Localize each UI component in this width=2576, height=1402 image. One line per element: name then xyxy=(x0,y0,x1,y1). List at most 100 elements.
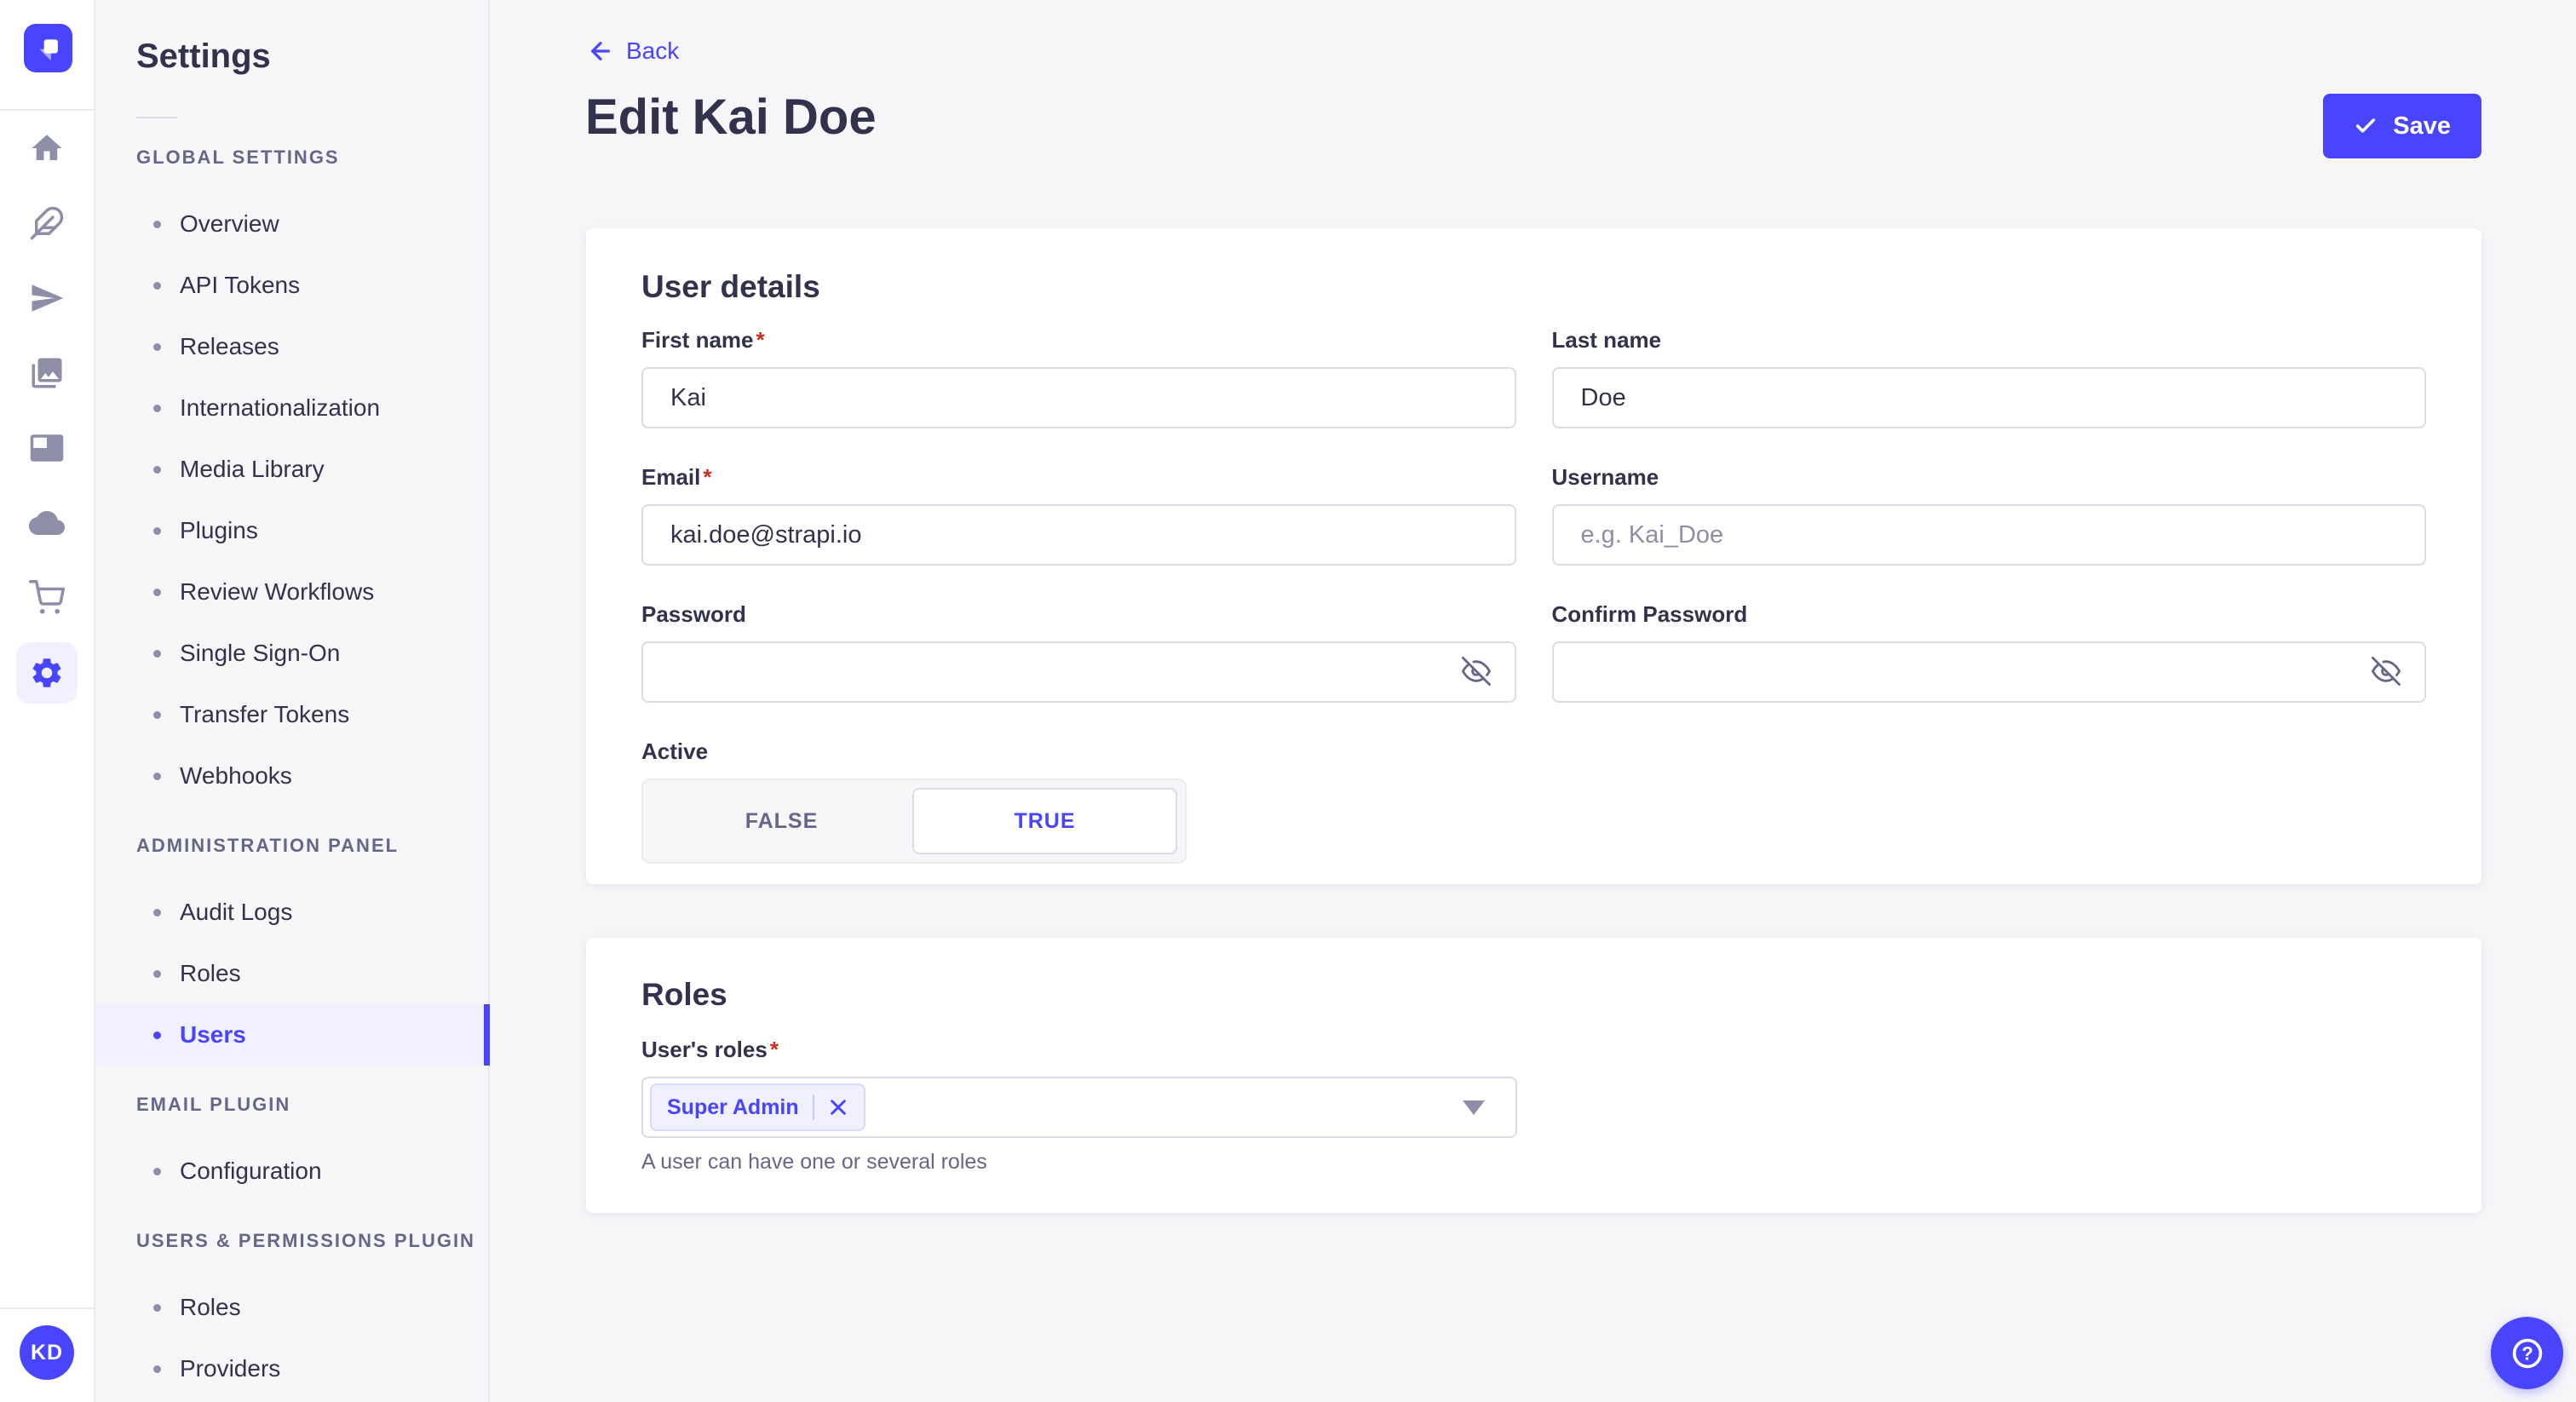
sidebar-item-audit-logs[interactable]: Audit Logs xyxy=(95,882,488,943)
rail-bottom-divider xyxy=(0,1307,94,1309)
marketplace-cart-icon[interactable] xyxy=(0,560,94,635)
toggle-password-visibility-button[interactable] xyxy=(1460,656,1492,688)
sidebar-item-label: Overview xyxy=(180,210,279,237)
sidebar-item-internationalization[interactable]: Internationalization xyxy=(95,377,488,439)
role-tag-super-admin: Super Admin xyxy=(650,1083,865,1131)
bullet-icon xyxy=(153,342,161,351)
sidebar-item-users[interactable]: Users xyxy=(95,1004,490,1066)
sidebar-item-label: Audit Logs xyxy=(180,899,293,925)
email-label: Email * xyxy=(641,464,1516,491)
bullet-icon xyxy=(153,1167,161,1175)
required-asterisk: * xyxy=(756,327,765,353)
sidebar-item-overview[interactable]: Overview xyxy=(95,193,488,255)
first-name-label-text: First name xyxy=(641,327,754,353)
home-icon[interactable] xyxy=(0,111,94,186)
active-toggle-true-option[interactable]: TRUE xyxy=(912,788,1177,854)
feather-icon[interactable] xyxy=(0,186,94,261)
sidebar-title-divider xyxy=(136,117,177,118)
settings-sidebar: Settings GLOBAL SETTINGS Overview API To… xyxy=(95,0,490,1402)
toggle-confirm-password-visibility-button[interactable] xyxy=(2370,656,2402,688)
active-toggle-false-option[interactable]: FALSE xyxy=(745,808,819,833)
save-label: Save xyxy=(2393,112,2451,140)
save-button[interactable]: Save xyxy=(2323,94,2481,158)
strapi-logo-icon xyxy=(38,38,58,60)
required-asterisk: * xyxy=(703,464,712,490)
bullet-icon xyxy=(153,1303,161,1312)
password-input[interactable] xyxy=(641,641,1516,703)
sidebar-item-label: Media Library xyxy=(180,456,325,482)
bullet-icon xyxy=(153,588,161,596)
settings-gear-icon[interactable] xyxy=(0,635,94,710)
close-icon xyxy=(830,1100,846,1115)
help-button[interactable]: ? xyxy=(2491,1317,2563,1389)
sidebar-item-webhooks[interactable]: Webhooks xyxy=(95,745,488,807)
remove-role-button[interactable] xyxy=(828,1097,848,1118)
active-field-group: Active FALSE TRUE xyxy=(641,738,1516,864)
first-name-field-group: First name * xyxy=(641,327,1516,428)
rail-icon-list xyxy=(0,111,94,710)
username-label: Username xyxy=(1551,464,1659,490)
strapi-logo[interactable] xyxy=(24,24,72,72)
sidebar-item-transfer-tokens[interactable]: Transfer Tokens xyxy=(95,684,488,745)
sidebar-item-media-library[interactable]: Media Library xyxy=(95,439,488,500)
roles-hint: A user can have one or several roles xyxy=(641,1150,987,1174)
first-name-input[interactable] xyxy=(641,367,1516,428)
sidebar-item-up-roles[interactable]: Roles xyxy=(95,1277,488,1338)
active-boolean-toggle: FALSE TRUE xyxy=(641,779,1187,864)
confirm-password-input[interactable] xyxy=(1551,641,2426,703)
first-name-label: First name * xyxy=(641,327,1516,353)
bullet-icon xyxy=(153,404,161,412)
sidebar-item-providers[interactable]: Providers xyxy=(95,1338,488,1399)
user-avatar[interactable]: KD xyxy=(20,1325,74,1380)
email-field-group: Email * xyxy=(641,464,1516,566)
bullet-icon xyxy=(153,1365,161,1373)
bullet-icon xyxy=(153,281,161,290)
sidebar-item-configuration[interactable]: Configuration xyxy=(95,1141,488,1202)
sidebar-item-label: Configuration xyxy=(180,1158,322,1184)
sidebar-item-label: Transfer Tokens xyxy=(180,701,350,727)
sidebar-item-plugins[interactable]: Plugins xyxy=(95,500,488,561)
icon-rail: KD xyxy=(0,0,95,1402)
password-field-group: Password xyxy=(641,601,1516,703)
sidebar-item-label: Releases xyxy=(180,333,279,359)
sidebar-item-api-tokens[interactable]: API Tokens xyxy=(95,255,488,316)
eye-off-icon xyxy=(1461,656,1491,686)
section-label-users-permissions-plugin: USERS & PERMISSIONS PLUGIN xyxy=(136,1230,475,1251)
sidebar-item-label: Roles xyxy=(180,1294,241,1320)
chevron-down-icon xyxy=(1463,1100,1485,1115)
question-mark-icon: ? xyxy=(2512,1338,2542,1368)
main-content: Back Edit Kai Doe Save User details Firs… xyxy=(492,0,2576,1402)
username-input[interactable] xyxy=(1551,504,2426,566)
section-label-email-plugin: EMAIL PLUGIN xyxy=(136,1094,291,1115)
last-name-input[interactable] xyxy=(1551,367,2426,428)
active-label: Active xyxy=(641,738,709,764)
sidebar-title: Settings xyxy=(136,37,271,75)
bullet-icon xyxy=(153,649,161,658)
sidebar-item-label: Single Sign-On xyxy=(180,640,341,666)
sidebar-item-admin-roles[interactable]: Roles xyxy=(95,943,488,1004)
back-link[interactable]: Back xyxy=(587,37,679,65)
users-roles-combobox[interactable]: Super Admin xyxy=(641,1077,1517,1138)
layout-icon[interactable] xyxy=(0,411,94,486)
bullet-icon xyxy=(153,1031,161,1039)
bullet-icon xyxy=(153,220,161,228)
email-label-text: Email xyxy=(641,464,701,490)
sidebar-item-releases[interactable]: Releases xyxy=(95,316,488,377)
bullet-icon xyxy=(153,772,161,780)
sidebar-item-single-sign-on[interactable]: Single Sign-On xyxy=(95,623,488,684)
users-roles-label-text: User's roles xyxy=(641,1037,768,1062)
sidebar-item-review-workflows[interactable]: Review Workflows xyxy=(95,561,488,623)
paper-plane-icon[interactable] xyxy=(0,261,94,336)
cloud-icon[interactable] xyxy=(0,486,94,560)
eye-off-icon xyxy=(2372,656,2401,686)
media-library-icon[interactable] xyxy=(0,336,94,411)
roles-heading: Roles xyxy=(641,977,727,1012)
sidebar-item-label: Roles xyxy=(180,960,241,986)
svg-text:?: ? xyxy=(2521,1342,2533,1364)
user-details-card: User details First name* Last name Email… xyxy=(586,228,2481,884)
email-input[interactable] xyxy=(641,504,1516,566)
bullet-icon xyxy=(153,969,161,978)
arrow-left-icon xyxy=(591,42,610,60)
sidebar-item-label: Internationalization xyxy=(180,394,381,421)
sidebar-item-label: Users xyxy=(180,1021,246,1048)
